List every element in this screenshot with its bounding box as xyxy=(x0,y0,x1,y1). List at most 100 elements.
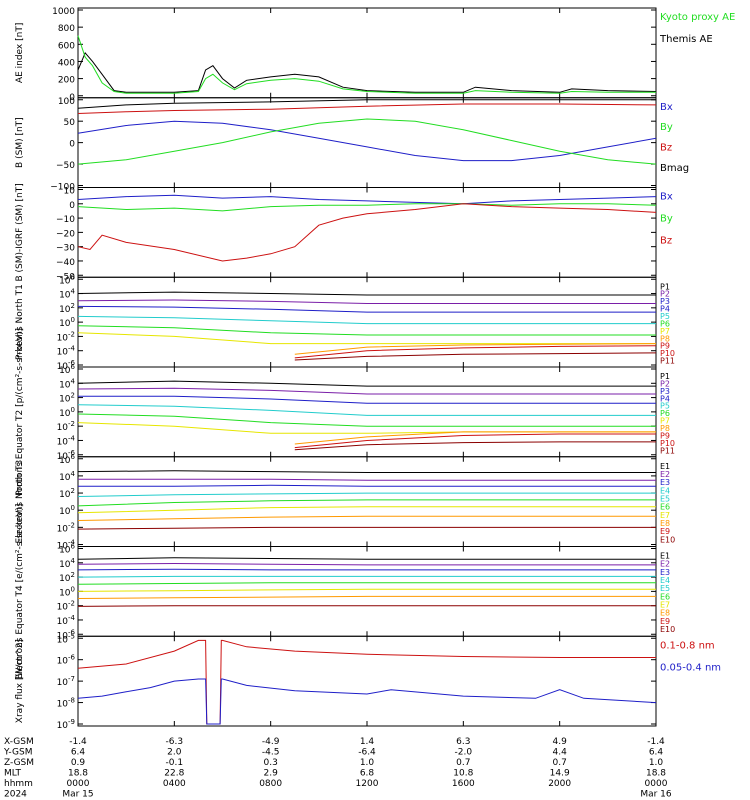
series-kyoto-proxy-ae xyxy=(77,35,656,94)
y-tick-label: −30 xyxy=(56,244,75,254)
legend-e7: E7 xyxy=(660,511,670,520)
legend-p3: P3 xyxy=(660,387,670,396)
series-p8 xyxy=(294,431,656,445)
ephemeris-value: 4.9 xyxy=(553,737,568,747)
y-tick-label: 0 xyxy=(69,201,75,211)
series-p2 xyxy=(77,387,656,395)
y-axis-label: Protons Equator T2 [p/(cm²-s-sr-keV)] xyxy=(15,328,25,496)
ephemeris-value: Mar 15 xyxy=(62,790,93,800)
y-tick-label: 10-2 xyxy=(57,330,75,343)
legend-e5: E5 xyxy=(660,584,670,593)
ephemeris-value: 6.4 xyxy=(71,748,86,758)
legend-e8: E8 xyxy=(660,519,670,528)
legend-p5: P5 xyxy=(660,312,670,321)
legend-p3: P3 xyxy=(660,297,670,306)
y-tick-label: 100 xyxy=(59,585,75,598)
ephemeris-table: X-GSM -1.4 -6.3 -4.9 1.4 6.3 4.9 -1.4 Y-GSM 6.4 2.… xyxy=(3,737,672,800)
y-tick-label: 104 xyxy=(59,470,75,483)
y-tick-label: −100 xyxy=(50,183,75,193)
legend-p1: P1 xyxy=(660,282,670,291)
series-p5 xyxy=(77,325,656,336)
legend-0-05-0-4-nm: 0.05-0.4 nm xyxy=(660,662,721,673)
series-p3 xyxy=(77,305,656,313)
panel-2: −100 −50 0 50 100 B (SM) [nT] Bx By Bz Bmag xyxy=(15,97,689,193)
legend-kyoto-proxy-ae: Kyoto proxy AE xyxy=(660,12,735,23)
y-tick-label: 102 xyxy=(59,302,75,315)
panel-frame xyxy=(77,456,657,547)
series-e9 xyxy=(77,526,656,530)
series-p8 xyxy=(294,343,657,355)
y-tick-label: 10-8 xyxy=(57,697,75,710)
y-axis-label: Electrons North T3 xyxy=(15,460,25,544)
ephemeris-row-label: Y-GSM xyxy=(3,748,32,758)
legend-p6: P6 xyxy=(660,319,670,328)
y-tick-label: −50 xyxy=(56,272,75,282)
ephemeris-row-label: Z-GSM xyxy=(4,758,34,768)
y-tick-label: 0 xyxy=(69,93,75,103)
y-tick-label: 10-7 xyxy=(57,675,75,688)
series-e6 xyxy=(77,588,656,592)
series-0-1-0-8-nm xyxy=(77,639,656,725)
series-p1 xyxy=(77,291,656,296)
panel-frame xyxy=(77,635,657,727)
y-axis-label: Electrons Equator T4 [e/(cm²-s-sr-keV)] xyxy=(15,504,25,680)
ephemeris-value: 0800 xyxy=(259,779,282,789)
ephemeris-value: -2.0 xyxy=(455,748,473,758)
legend-by: By xyxy=(660,122,673,133)
legend-p6: P6 xyxy=(660,409,670,418)
series-p11 xyxy=(294,441,656,451)
y-axis-label: Protons North T1 xyxy=(15,284,25,360)
series-e7 xyxy=(77,595,656,599)
legend-themis-ae: Themis AE xyxy=(659,34,713,45)
legend-e10: E10 xyxy=(660,625,675,634)
panel-frame xyxy=(77,546,657,637)
legend-p1: P1 xyxy=(660,372,670,381)
legend-e4: E4 xyxy=(660,486,670,495)
y-tick-label: 10-9 xyxy=(57,718,75,731)
ephemeris-value: 6.8 xyxy=(360,769,375,779)
y-tick-label: 10-4 xyxy=(57,434,76,447)
ephemeris-value: 4.4 xyxy=(553,748,568,758)
series-e4 xyxy=(77,492,656,497)
legend-e3: E3 xyxy=(660,478,670,487)
y-tick-label: 100 xyxy=(59,406,75,419)
y-tick-label: 100 xyxy=(59,316,75,329)
y-tick-label: 102 xyxy=(59,392,75,405)
ephemeris-value: -1.4 xyxy=(647,737,665,747)
legend-e3: E3 xyxy=(660,568,670,577)
legend-e4: E4 xyxy=(660,576,670,585)
legend-p2: P2 xyxy=(660,290,670,299)
y-tick-label: 200 xyxy=(58,76,75,86)
legend-0-1-0-8-nm: 0.1-0.8 nm xyxy=(660,640,715,651)
ephemeris-value: 0000 xyxy=(67,779,90,789)
ephemeris-value: 1200 xyxy=(356,779,379,789)
ephemeris-value: 1600 xyxy=(452,779,475,789)
legend-e1: E1 xyxy=(660,552,670,561)
y-tick-label: 600 xyxy=(58,41,75,51)
y-tick-label: −50 xyxy=(56,161,75,171)
y-axis-label: B (SM)-IGRF (SM) [nT] xyxy=(15,183,25,281)
ephemeris-value: -4.5 xyxy=(262,748,280,758)
y-tick-label: 0 xyxy=(69,140,75,150)
y-tick-label: 104 xyxy=(59,288,75,301)
ephemeris-value: 0000 xyxy=(645,779,668,789)
ephemeris-value: 2.9 xyxy=(264,769,279,779)
legend-e6: E6 xyxy=(660,503,670,512)
ephemeris-value: Mar 16 xyxy=(640,790,672,800)
ephemeris-value: 10.8 xyxy=(453,769,473,779)
ephemeris-row-label: X-GSM xyxy=(4,737,34,747)
series-e1 xyxy=(77,557,656,560)
series-p9 xyxy=(294,433,656,449)
y-tick-label: 102 xyxy=(59,487,75,500)
legend-e9: E9 xyxy=(660,617,670,626)
legend-p2: P2 xyxy=(660,379,670,388)
y-tick-label: 10 xyxy=(64,187,76,197)
y-axis-label: B (SM) [nT] xyxy=(15,117,25,168)
series-e5 xyxy=(77,582,656,585)
y-tick-label: 100 xyxy=(58,97,75,107)
y-tick-label: 50 xyxy=(64,118,76,128)
ephemeris-row-label: MLT xyxy=(4,769,22,779)
legend-p9: P9 xyxy=(660,342,670,351)
